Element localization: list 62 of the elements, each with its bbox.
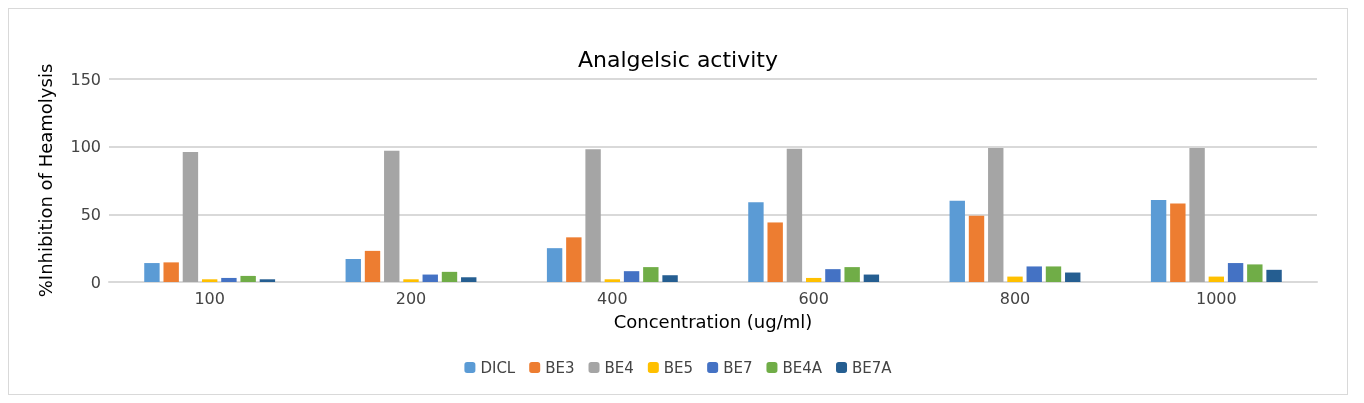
bar — [844, 267, 860, 282]
bar — [1208, 276, 1225, 282]
bar — [1170, 203, 1186, 282]
bar — [1247, 264, 1263, 282]
bar — [163, 262, 179, 282]
bar — [1007, 276, 1023, 282]
bar — [604, 279, 621, 282]
y-tick-label: 0 — [90, 272, 101, 292]
bar — [805, 277, 822, 282]
bar — [384, 150, 400, 282]
bar — [1045, 266, 1062, 282]
y-tick-label: 50 — [80, 204, 101, 224]
bar — [623, 271, 640, 282]
x-tick-label: 1000 — [1195, 288, 1237, 308]
bar — [259, 279, 276, 282]
legend-label: BE3 — [545, 358, 575, 377]
bar — [1026, 266, 1042, 282]
bar — [968, 215, 985, 282]
bar — [863, 274, 880, 282]
bar — [441, 271, 458, 282]
bar — [988, 148, 1004, 282]
bar — [240, 275, 256, 282]
y-axis-title: %Inhibition of Heamolysis — [34, 63, 56, 298]
bar — [1065, 272, 1081, 282]
bar — [1266, 269, 1282, 282]
x-tick-label: 600 — [798, 288, 829, 308]
y-tick-label: 150 — [70, 69, 101, 89]
x-tick-label: 200 — [395, 288, 427, 308]
bar — [364, 250, 381, 282]
bar — [825, 269, 841, 282]
bar — [786, 148, 803, 282]
bar — [201, 279, 218, 282]
bar — [546, 248, 563, 282]
x-tick-label: 100 — [194, 288, 225, 308]
legend-label: BE4A — [782, 358, 823, 377]
bar — [1189, 148, 1205, 282]
x-axis-title: Concentration (ug/ml) — [613, 310, 813, 332]
legend-label: BE4 — [604, 358, 634, 377]
bar — [1227, 263, 1244, 282]
bar — [949, 200, 965, 282]
bar — [144, 263, 160, 282]
bar — [182, 152, 199, 282]
legend-label: BE7A — [852, 358, 893, 377]
bar — [566, 237, 582, 282]
bar — [345, 258, 361, 282]
bar — [422, 274, 438, 282]
bar — [585, 149, 601, 282]
bar — [767, 222, 783, 282]
x-tick-label: 400 — [597, 288, 628, 308]
bar — [403, 279, 419, 282]
y-tick-label: 100 — [70, 137, 101, 157]
legend-label: BE5 — [663, 358, 694, 377]
bar — [643, 267, 659, 282]
bar — [662, 275, 678, 282]
legend-label: BE7 — [723, 358, 753, 377]
bar — [461, 277, 477, 282]
bar — [1150, 200, 1167, 282]
x-tick-label: 800 — [999, 288, 1031, 308]
bar — [748, 202, 764, 282]
bar — [221, 277, 237, 282]
legend-label: DICL — [480, 358, 516, 377]
chart-title: Analgelsic activity — [578, 46, 778, 72]
